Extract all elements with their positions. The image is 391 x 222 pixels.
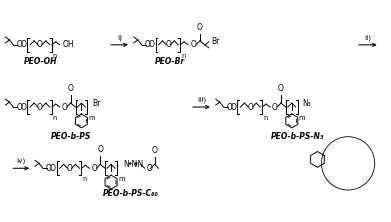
Text: O: O (20, 40, 26, 49)
Text: n: n (181, 53, 185, 59)
Circle shape (321, 137, 375, 190)
Text: O: O (191, 40, 197, 49)
Text: i): i) (117, 34, 122, 41)
Text: OH: OH (63, 40, 74, 49)
Text: O: O (91, 164, 97, 173)
Text: N₃: N₃ (303, 99, 312, 108)
Text: O: O (227, 103, 233, 111)
Text: O: O (66, 164, 73, 173)
Text: O: O (50, 164, 56, 173)
Text: •N: •N (134, 160, 144, 169)
Text: m: m (118, 176, 124, 182)
Text: O: O (248, 103, 253, 111)
Text: m: m (299, 115, 305, 121)
Text: n: n (83, 176, 87, 182)
Text: PEO-b-PS-C₆₀: PEO-b-PS-C₆₀ (103, 189, 159, 198)
Text: Br: Br (92, 99, 101, 108)
Text: O: O (145, 40, 151, 49)
Text: n: n (53, 53, 57, 59)
Text: O: O (272, 103, 278, 111)
Text: Br: Br (211, 37, 219, 46)
Text: O: O (20, 103, 26, 111)
Text: m: m (88, 115, 95, 121)
Text: O: O (97, 145, 103, 155)
Text: O: O (278, 84, 284, 93)
Text: •N: •N (128, 160, 138, 169)
Text: O: O (152, 147, 158, 155)
Text: n: n (53, 115, 57, 121)
Text: O: O (16, 40, 22, 49)
Text: iii): iii) (197, 97, 206, 103)
Text: O: O (37, 40, 43, 49)
Text: O: O (149, 40, 154, 49)
Text: ii): ii) (364, 34, 371, 41)
Text: O: O (197, 23, 203, 32)
Text: O: O (231, 103, 237, 111)
Text: O: O (37, 103, 43, 111)
Text: O: O (165, 40, 171, 49)
Text: O: O (46, 164, 52, 173)
Text: PEO-b-PS-N₃: PEO-b-PS-N₃ (271, 132, 324, 141)
Text: O: O (62, 103, 68, 111)
Text: PEO-Br: PEO-Br (155, 57, 185, 66)
Text: PEO-OH: PEO-OH (24, 57, 58, 66)
Text: O: O (68, 84, 74, 93)
Text: O: O (147, 164, 152, 173)
Text: PEO-b-PS: PEO-b-PS (50, 132, 91, 141)
Text: N: N (123, 160, 129, 169)
Text: O: O (16, 103, 22, 111)
Text: iv): iv) (16, 158, 26, 164)
Text: n: n (263, 115, 267, 121)
